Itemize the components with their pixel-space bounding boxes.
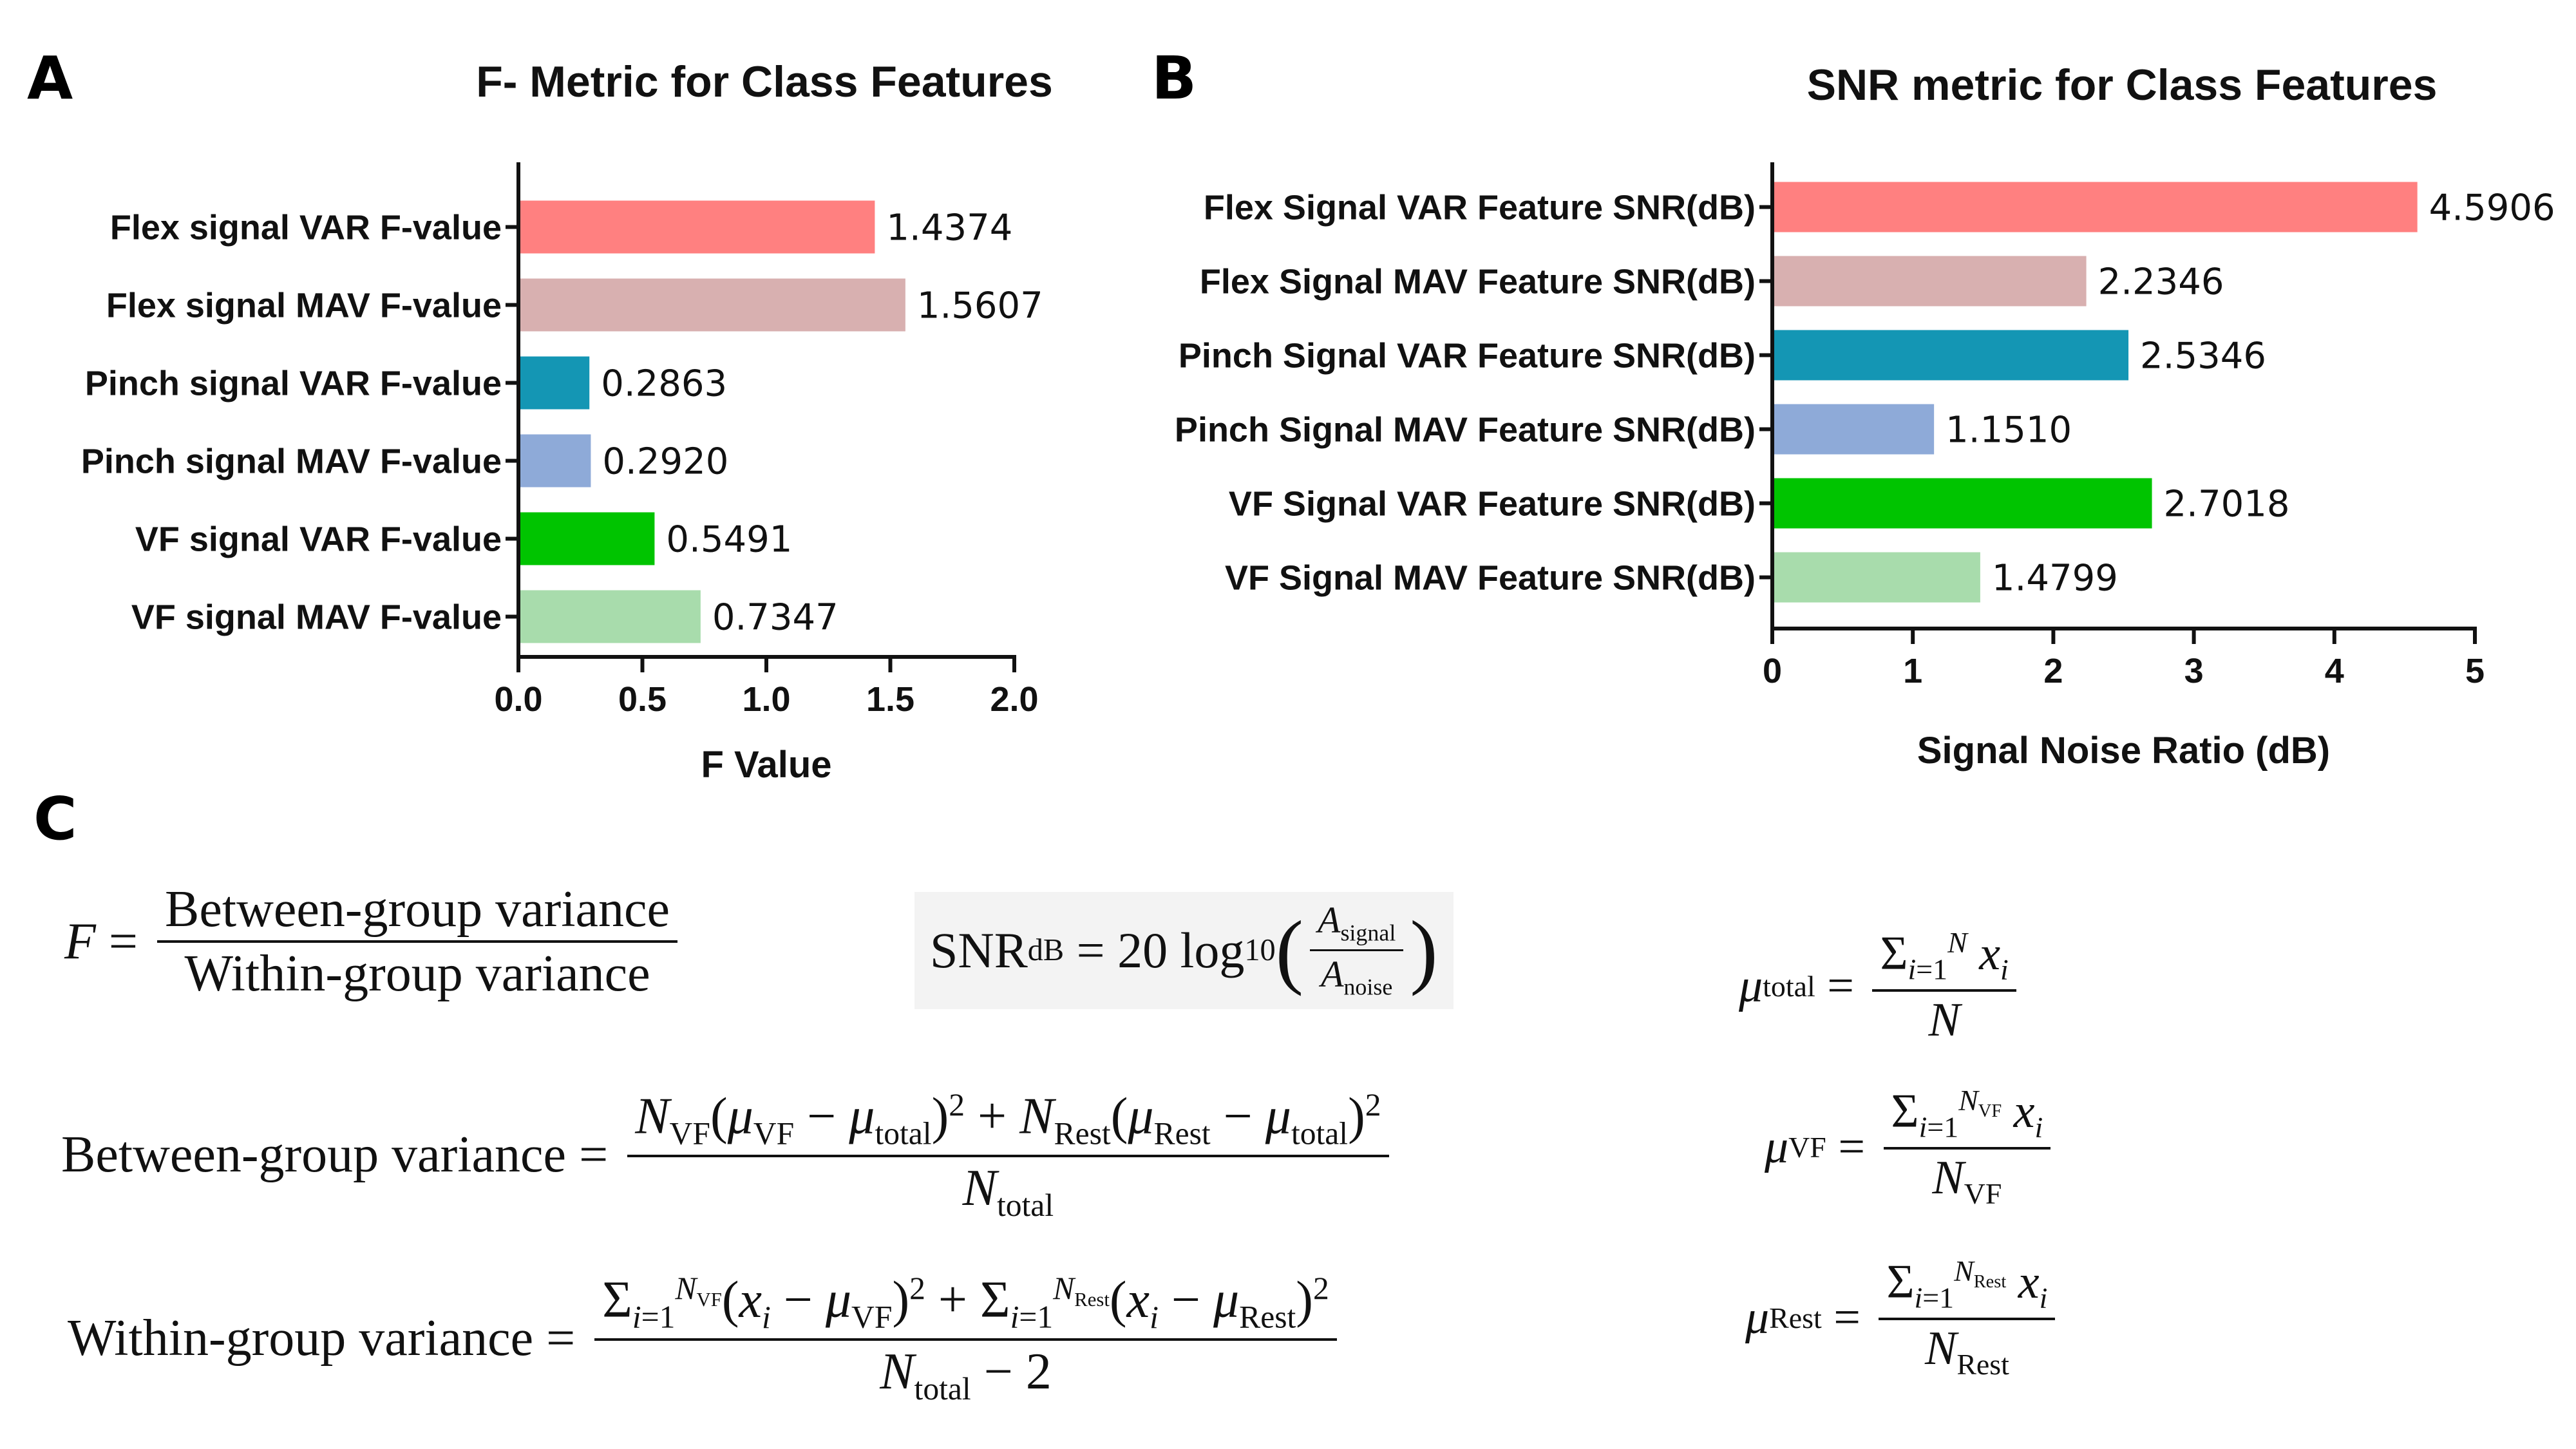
mu-rest-sub-2: Rest [1239, 1299, 1296, 1335]
f-x-tick-label-5: 2.0 [990, 680, 1038, 719]
f-value-label-2: 1.5607 [917, 285, 1043, 327]
n-vf-sub: VF [669, 1115, 710, 1151]
f-bar-1 [520, 200, 875, 254]
f-category-label-3: Pinch signal VAR F-value [85, 365, 502, 403]
f-x-tick-label-1: 0.0 [494, 680, 542, 719]
f-denominator: Within-group variance [184, 945, 650, 1002]
panel-letter-a: A [27, 44, 73, 113]
f-category-label-2: Flex signal MAV F-value [106, 287, 502, 325]
snr-x-tick-label-2: 1 [1903, 652, 1922, 690]
within-label: Within-group variance [68, 1310, 534, 1367]
n-total-sub: total [996, 1187, 1054, 1223]
snr-x-tick-label-6: 5 [2465, 652, 2485, 690]
f-category-label-4: Pinch signal MAV F-value [81, 442, 502, 481]
mu-vf-sum-sub: VF [1978, 1101, 2002, 1122]
snr-category-label-1: Flex Signal VAR Feature SNR(dB) [1204, 189, 1756, 227]
panel-letter-c: C [33, 784, 77, 853]
snr-value-label-2: 2.2346 [2098, 261, 2224, 303]
mu-rest-den-sub: Rest [1956, 1347, 2009, 1381]
mu-rest-label-sub: Rest [1769, 1301, 1822, 1334]
snr-category-label-6: VF Signal MAV Feature SNR(dB) [1225, 559, 1756, 598]
mu-total-sub: total [875, 1115, 932, 1151]
mu-rest-formula: μ Rest = Σi=1NRest xi NRest [1745, 1255, 2061, 1381]
snr-bar-1 [1774, 182, 2418, 232]
snr-x-tick-label-5: 4 [2325, 652, 2344, 690]
snr-chart-title: SNR metric for Class Features [1807, 61, 2438, 109]
snr-bar-4 [1774, 404, 1935, 455]
f-category-label-6: VF signal MAV F-value [131, 598, 502, 637]
snr-value-label-4: 1.1510 [1946, 410, 2072, 451]
mu-total-sub-2: total [1291, 1115, 1349, 1151]
snr-x-tick-label-1: 0 [1763, 652, 1782, 690]
panel-letter-b: B [1151, 44, 1197, 113]
n-rest-sub: Rest [1054, 1115, 1111, 1151]
mu-vf-sub-2: VF [851, 1299, 893, 1335]
log-base: 10 [1244, 933, 1276, 968]
snr-value-label-6: 1.4799 [1992, 558, 2118, 600]
snr-value-label-3: 2.5346 [2140, 336, 2266, 377]
snr-symbol: SNR [930, 922, 1028, 978]
n-total-sub-2: total [914, 1370, 971, 1406]
f-value-label-3: 0.2863 [601, 363, 727, 405]
square-exp-3: 2 [909, 1271, 925, 1306]
f-category-label-5: VF signal VAR F-value [135, 520, 502, 559]
square-exp-2: 2 [1365, 1087, 1381, 1122]
f-bar-5 [520, 512, 655, 565]
snr-db-subscript: dB [1027, 933, 1065, 968]
snr-formula: SNR dB = 20 log 10 ( Asignal Anoise ) [914, 892, 1454, 1009]
f-category-label-1: Flex signal VAR F-value [110, 209, 502, 247]
snr-bar-5 [1774, 478, 2152, 529]
f-numerator: Between-group variance [157, 882, 678, 943]
snr-bar-6 [1774, 552, 1980, 603]
between-group-formula: Between-group variance = NVF(μVF − μtota… [61, 1088, 1396, 1222]
f-value-label-5: 0.5491 [666, 519, 792, 561]
snr-value-label-1: 4.5906 [2429, 187, 2555, 229]
snr-category-label-2: Flex Signal MAV Feature SNR(dB) [1200, 263, 1756, 301]
mu-total-label-sub: total [1763, 970, 1815, 1003]
f-chart-title: F- Metric for Class Features [476, 57, 1053, 106]
f-x-tick-label-2: 0.5 [618, 680, 667, 719]
mu-vf-sub: VF [753, 1115, 795, 1151]
snr-rhs: = 20 log [1076, 922, 1245, 978]
f-x-tick-label-3: 1.0 [742, 680, 790, 719]
within-group-formula: Within-group variance = Σi=1NVF(xi − μVF… [68, 1271, 1343, 1406]
snr-value-label-5: 2.7018 [2164, 484, 2290, 526]
snr-bar-2 [1774, 256, 2087, 307]
square-exp: 2 [949, 1087, 965, 1122]
minus-two: 2 [1025, 1343, 1052, 1400]
noise-subscript: noise [1343, 974, 1393, 1000]
snr-x-axis-title: Signal Noise Ratio (dB) [1917, 730, 2330, 772]
f-value-label-6: 0.7347 [712, 597, 838, 639]
signal-subscript: signal [1340, 920, 1396, 946]
mu-vf-formula: μ VF = Σi=1NVF xi NVF [1765, 1084, 2057, 1210]
mu-rest-sub: Rest [1153, 1115, 1211, 1151]
mu-rest-sum-sub: Rest [1973, 1272, 2007, 1293]
snr-category-label-3: Pinch Signal VAR Feature SNR(dB) [1179, 337, 1756, 375]
mu-total-formula: μ total = Σi=1N xi N [1739, 927, 2023, 1045]
f-bar-2 [520, 278, 905, 332]
f-formula: F = Between-group variance Within-group … [64, 882, 684, 1001]
sum-rest-sub: Rest [1074, 1288, 1110, 1311]
sum-vf-sub: VF [696, 1288, 722, 1311]
snr-x-tick-label-4: 3 [2184, 652, 2204, 690]
f-bar-6 [520, 590, 701, 643]
f-bar-4 [520, 434, 591, 488]
f-x-axis-title: F Value [701, 744, 831, 786]
snr-category-label-4: Pinch Signal MAV Feature SNR(dB) [1175, 411, 1756, 450]
between-label: Between-group variance [61, 1126, 567, 1184]
f-bar-3 [520, 356, 590, 410]
mu-vf-den-sub: VF [1964, 1177, 2002, 1210]
snr-category-label-5: VF Signal VAR Feature SNR(dB) [1229, 485, 1756, 524]
f-x-tick-label-4: 1.5 [866, 680, 914, 719]
f-value-label-1: 1.4374 [886, 207, 1012, 249]
square-exp-4: 2 [1312, 1271, 1329, 1306]
snr-bar-3 [1774, 330, 2129, 381]
snr-x-tick-label-3: 2 [2043, 652, 2063, 690]
mu-vf-label-sub: VF [1788, 1130, 1826, 1164]
f-value-label-4: 0.2920 [602, 441, 728, 483]
